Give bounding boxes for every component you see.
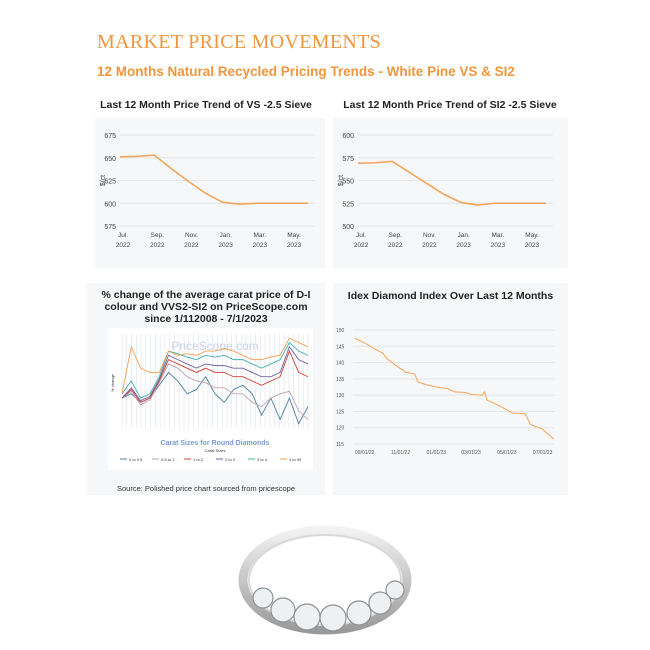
series-line [121,345,309,402]
legend-label: 1 to 2 [193,457,204,462]
y-tick-label: 625 [104,179,116,186]
chart-title-si2: Last 12 Month Price Trend of SI2 -2.5 Si… [343,99,557,111]
vs-price-chart: 575 600 625 650 675 $/ct Jul. 2022 Sep. 2022 Nov. 2… [100,133,315,249]
x-tick-label: 2022 [184,242,199,249]
x-tick-label: 2023 [491,242,506,249]
price-line [357,160,547,206]
legend-label: 0.5 to 1 [161,457,175,462]
x-tick-label: Mar. [492,232,505,239]
chart-title-vs: Last 12 Month Price Trend of VS -2.5 Sie… [100,99,312,111]
x-tick-label: Jan. [457,232,469,239]
x-tick-label: 11/01/22 [391,450,410,456]
x-tick-label: 03/01/23 [461,450,481,456]
x-tick-label: 2022 [354,242,369,249]
x-tick-label: 05/01/23 [497,450,517,456]
x-tick-label: 2023 [253,242,268,249]
chart-source: Source: Polished price chart sourced fro… [116,484,295,493]
series-line [121,337,309,394]
y-tick-label: 600 [342,133,354,140]
index-line [354,337,555,440]
chart-title-idex: Idex Diamond Index Over Last 12 Months [347,290,554,302]
x-axis-label: Carat Sizes for Round Diamonds [161,440,270,447]
y-tick-label: 145 [336,344,345,350]
idex-index-chart: 115 120 125 130 135 140 145 150 09/01/22 11/01/22… [336,328,555,456]
y-axis-label: % change [110,373,115,392]
series-line [121,363,309,420]
x-tick-label: Sep. [151,232,165,239]
pricescope-chart: PriceScope.com % change Carat Sizes for Ro… [110,334,309,462]
x-tick-label: Sep. [389,232,403,239]
x-tick-label: 2023 [287,242,302,249]
y-tick-label: 650 [104,156,116,163]
y-tick-label: 525 [342,201,354,208]
x-tick-label: 07/01/23 [533,450,553,456]
y-tick-label: 500 [342,224,354,231]
x-tick-label: Nov. [185,232,198,239]
x-tick-label: 01/01/23 [427,450,447,456]
legend-label: 3 to 4 [257,457,268,462]
watermark: PriceScope.com [171,339,258,353]
series-line [121,349,309,403]
legend-label: 4 to 99 [289,457,302,462]
y-tick-label: 550 [342,179,354,186]
x-tick-label: 2023 [218,242,233,249]
y-tick-label: 130 [336,393,345,399]
y-tick-label: 120 [336,426,345,432]
y-tick-label: 140 [336,361,345,367]
x-tick-label: Jul. [118,232,128,239]
x-tick-label: Mar. [254,232,267,239]
x-tick-label: Jan. [219,232,231,239]
y-axis-label: $/ct [338,175,345,186]
legend-title: Carat Sizes [205,448,226,453]
y-tick-label: 125 [336,409,345,415]
x-tick-label: Nov. [423,232,436,239]
si2-price-chart: 500 525 550 575 600 $/ct Jul. 2022 Sep. 2022 Nov. 2… [338,133,553,249]
y-axis-label: $/ct [100,175,107,186]
diamond-ring-image [238,525,412,635]
y-tick-label: 675 [104,133,116,140]
x-tick-label: May. [525,232,539,239]
chart-title-pricescope: % change of the average carat price of D… [101,289,311,325]
page-subtitle: 12 Months Natural Recycled Pricing Trend… [97,64,515,79]
y-tick-label: 575 [104,224,116,231]
y-tick-label: 115 [336,442,344,448]
y-tick-label: 600 [104,201,116,208]
y-tick-label: 150 [336,328,345,334]
price-line [119,154,309,205]
legend-label: 0 to 0.5 [129,457,143,462]
series-line [121,341,309,399]
x-tick-label: 2022 [116,242,131,249]
x-tick-label: 2022 [422,242,437,249]
x-tick-label: 2022 [150,242,165,249]
x-tick-label: 2022 [388,242,403,249]
x-tick-label: Jul. [356,232,366,239]
x-tick-label: 2023 [525,242,540,249]
page-title: MARKET PRICE MOVEMENTS [97,31,382,53]
x-tick-label: 2023 [456,242,471,249]
x-tick-label: 09/01/22 [355,450,375,456]
x-tick-label: May. [287,232,301,239]
y-tick-label: 135 [336,377,345,383]
y-tick-label: 575 [342,156,354,163]
legend-label: 2 to 3 [225,457,236,462]
